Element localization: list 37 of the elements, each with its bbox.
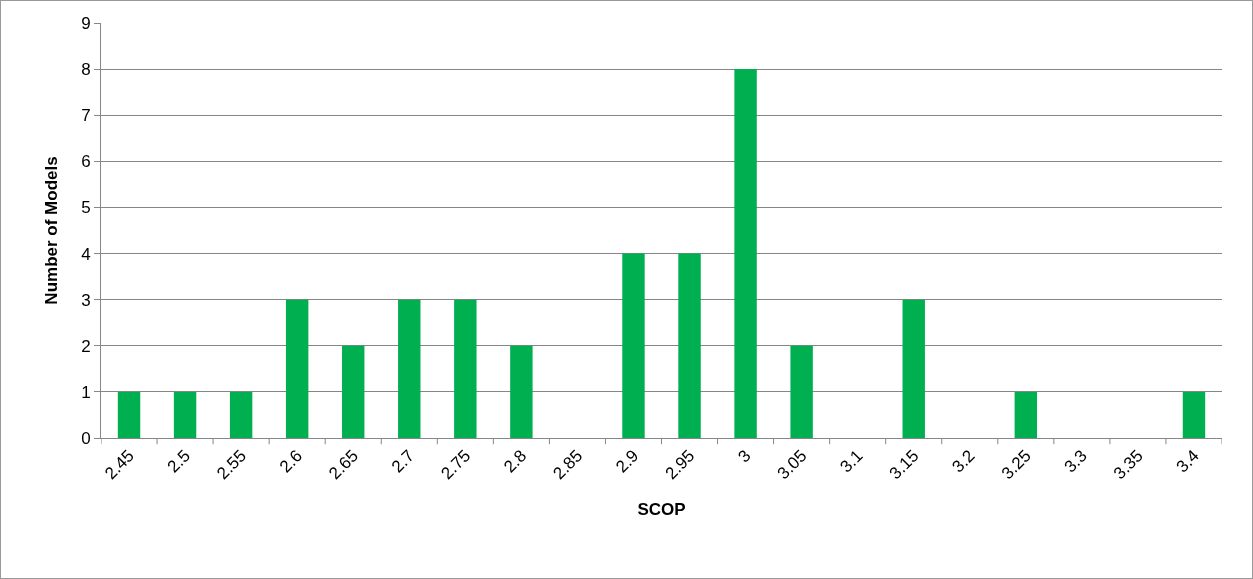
x-tick-label: 2.6 <box>275 446 307 477</box>
y-tick-label: 8 <box>81 60 91 80</box>
y-tick-label: 6 <box>81 152 91 172</box>
y-tick-label: 3 <box>81 290 91 310</box>
bar <box>790 345 813 438</box>
bar <box>342 345 365 438</box>
x-tick-label: 3.4 <box>1172 446 1203 477</box>
x-tick-label: 3.1 <box>836 446 867 477</box>
bar <box>1014 391 1038 438</box>
bar <box>622 253 645 438</box>
bar <box>510 345 533 438</box>
bar <box>285 299 309 438</box>
bar <box>173 391 197 438</box>
x-tick-label: 2.7 <box>387 446 419 477</box>
bar <box>454 299 477 438</box>
y-tick-label: 4 <box>81 244 91 264</box>
bar <box>678 253 701 438</box>
y-tick-label: 5 <box>81 198 91 218</box>
y-tick-label: 1 <box>81 382 91 402</box>
y-tick-label: 0 <box>81 428 91 448</box>
bar <box>398 299 421 438</box>
y-tick-label: 2 <box>81 336 91 356</box>
y-axis-title: Number of Models <box>42 156 61 305</box>
bar <box>902 299 925 438</box>
x-tick-label: 3.2 <box>948 446 979 477</box>
y-tick-label: 9 <box>81 13 91 33</box>
x-tick-label: 2.8 <box>500 446 531 477</box>
bar <box>229 391 253 438</box>
x-tick-label: 3.3 <box>1060 446 1091 477</box>
bar <box>1182 391 1206 438</box>
bar <box>734 69 757 438</box>
y-tick-label: 7 <box>81 106 91 126</box>
x-tick-label: 2.5 <box>163 446 194 477</box>
x-axis-title: SCOP <box>637 499 686 519</box>
bar <box>117 391 141 438</box>
x-tick-label: 3 <box>734 446 755 467</box>
x-tick-label: 2.9 <box>612 446 643 477</box>
